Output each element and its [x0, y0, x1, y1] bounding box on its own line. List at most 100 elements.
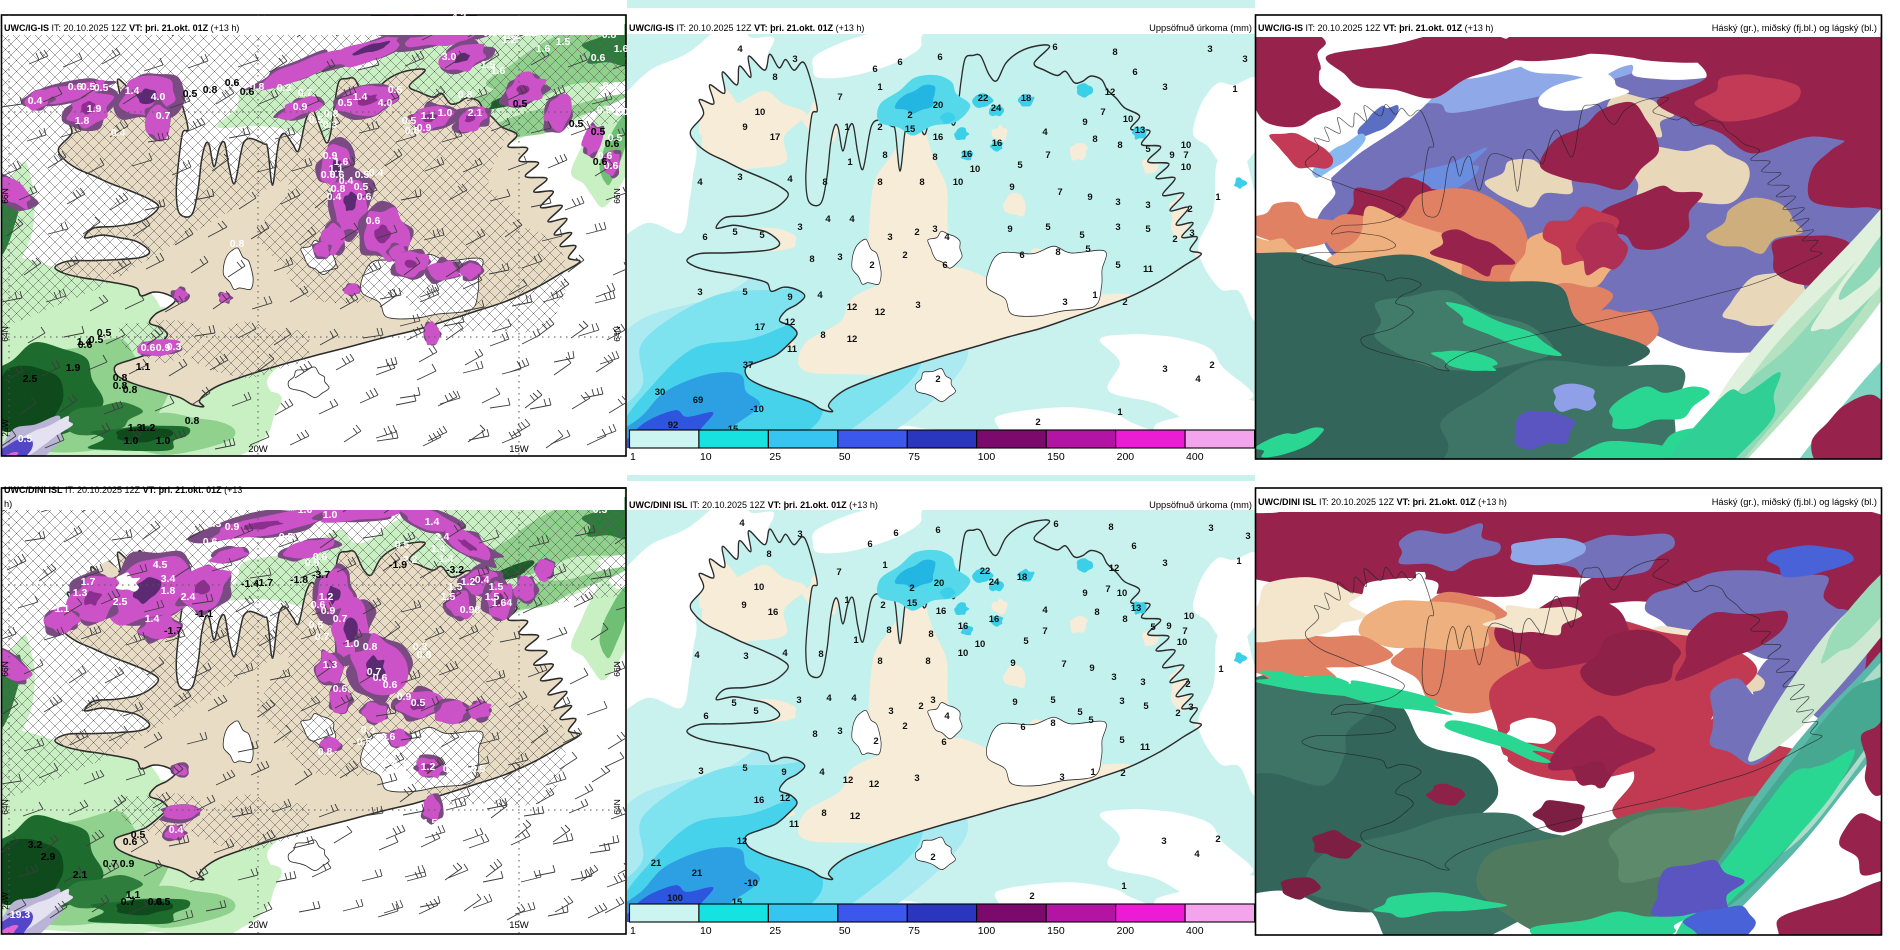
- svg-text:1.7: 1.7: [81, 576, 96, 588]
- svg-text:1.6: 1.6: [614, 43, 629, 55]
- svg-text:2: 2: [1172, 234, 1177, 245]
- svg-text:5: 5: [742, 763, 748, 774]
- svg-text:0.9: 0.9: [321, 605, 336, 617]
- svg-text:12: 12: [1109, 563, 1120, 574]
- svg-text:37: 37: [743, 360, 754, 371]
- svg-text:3: 3: [932, 224, 937, 235]
- svg-text:20: 20: [933, 100, 944, 111]
- svg-text:9: 9: [741, 600, 746, 611]
- svg-text:0.6: 0.6: [240, 86, 255, 98]
- svg-text:1: 1: [1215, 192, 1221, 203]
- svg-text:0.6: 0.6: [598, 150, 613, 162]
- svg-text:8: 8: [812, 729, 817, 740]
- svg-text:66N: 66N: [612, 661, 622, 677]
- svg-text:19.3: 19.3: [10, 909, 31, 921]
- svg-text:0.5: 0.5: [411, 697, 426, 709]
- svg-text:8: 8: [1112, 47, 1117, 58]
- svg-text:1.64: 1.64: [492, 597, 513, 609]
- svg-text:2.2: 2.2: [403, 554, 418, 566]
- svg-text:9: 9: [1166, 621, 1171, 632]
- svg-text:1.0: 1.0: [614, 106, 629, 118]
- svg-text:9: 9: [1007, 224, 1012, 235]
- svg-text:15W: 15W: [509, 444, 529, 455]
- svg-text:8: 8: [1094, 607, 1099, 618]
- svg-text:0.6: 0.6: [330, 169, 345, 181]
- svg-text:8: 8: [766, 549, 771, 560]
- svg-text:1: 1: [630, 925, 636, 937]
- svg-text:0.8: 0.8: [185, 415, 200, 427]
- svg-text:3: 3: [1059, 772, 1064, 783]
- svg-text:0.6: 0.6: [123, 836, 138, 848]
- svg-text:6: 6: [942, 260, 947, 271]
- svg-text:0.8: 0.8: [113, 372, 128, 384]
- svg-text:12: 12: [843, 775, 854, 786]
- svg-text:6: 6: [897, 57, 902, 68]
- svg-text:UWC/IG-IS IT: 20.10.2025 12Z V: UWC/IG-IS IT: 20.10.2025 12Z VT: þri. 21…: [629, 23, 864, 33]
- svg-text:1: 1: [844, 595, 850, 606]
- svg-text:5: 5: [1023, 636, 1029, 647]
- svg-text:0.5: 0.5: [309, 619, 324, 631]
- svg-text:20W: 20W: [248, 920, 268, 931]
- svg-text:2: 2: [1187, 204, 1192, 215]
- svg-text:1.0: 1.0: [438, 107, 453, 119]
- svg-text:8: 8: [882, 150, 887, 161]
- svg-text:1.1: 1.1: [126, 889, 141, 901]
- svg-text:1.4: 1.4: [431, 543, 446, 555]
- svg-text:1: 1: [1090, 767, 1096, 778]
- svg-text:-3.7: -3.7: [312, 569, 330, 581]
- svg-text:0.7: 0.7: [156, 110, 171, 122]
- svg-text:1.5: 1.5: [481, 59, 496, 71]
- svg-text:1.1: 1.1: [55, 603, 70, 615]
- svg-text:8: 8: [886, 625, 891, 636]
- svg-text:10: 10: [975, 639, 986, 650]
- svg-text:UWC/DINI ISL IT: 20.10.2025 12: UWC/DINI ISL IT: 20.10.2025 12Z VT: þri.…: [4, 485, 242, 495]
- svg-text:0.6: 0.6: [357, 191, 372, 203]
- svg-text:1.3: 1.3: [323, 659, 338, 671]
- svg-text:1.0: 1.0: [345, 638, 360, 650]
- svg-text:0.6: 0.6: [78, 339, 93, 351]
- svg-text:30: 30: [655, 387, 666, 398]
- svg-text:3: 3: [1188, 702, 1193, 713]
- svg-text:0.7: 0.7: [103, 858, 118, 870]
- svg-text:2: 2: [935, 374, 940, 385]
- svg-text:6: 6: [1020, 722, 1025, 733]
- svg-text:0.5: 0.5: [355, 169, 370, 181]
- svg-text:66N: 66N: [0, 188, 10, 204]
- svg-text:2: 2: [869, 260, 874, 271]
- svg-text:9: 9: [787, 292, 792, 303]
- svg-text:12: 12: [847, 302, 858, 313]
- svg-text:6: 6: [1132, 67, 1137, 78]
- svg-text:Háský (gr.), miðský (fj.bl.) o: Háský (gr.), miðský (fj.bl.) og lágský (…: [1712, 23, 1877, 33]
- svg-text:4: 4: [944, 232, 950, 243]
- svg-text:3.4: 3.4: [161, 573, 176, 585]
- svg-text:8: 8: [1117, 140, 1122, 151]
- svg-text:8: 8: [932, 152, 937, 163]
- svg-text:9: 9: [781, 767, 786, 778]
- svg-text:1: 1: [877, 82, 883, 93]
- svg-text:7: 7: [837, 92, 842, 103]
- svg-text:2: 2: [1175, 708, 1180, 719]
- svg-text:3: 3: [930, 695, 935, 706]
- svg-text:3: 3: [743, 651, 748, 662]
- svg-text:5: 5: [1017, 160, 1023, 171]
- svg-text:3: 3: [797, 529, 802, 540]
- svg-text:3: 3: [837, 252, 842, 263]
- svg-text:16: 16: [754, 795, 765, 806]
- svg-text:400: 400: [1186, 451, 1204, 463]
- svg-text:0.5: 0.5: [97, 327, 112, 339]
- svg-text:21: 21: [692, 868, 703, 879]
- svg-text:9: 9: [1082, 117, 1087, 128]
- svg-text:7: 7: [1100, 107, 1105, 118]
- svg-text:1.5: 1.5: [441, 591, 456, 603]
- svg-text:1: 1: [1218, 664, 1224, 675]
- svg-text:9: 9: [1169, 150, 1174, 161]
- svg-text:6: 6: [1019, 250, 1024, 261]
- svg-text:9: 9: [1009, 182, 1014, 193]
- svg-text:0.8: 0.8: [458, 89, 473, 101]
- svg-text:1.4: 1.4: [439, 553, 454, 565]
- svg-text:150: 150: [1047, 451, 1065, 463]
- svg-text:0.98: 0.98: [460, 604, 481, 616]
- svg-text:2.9: 2.9: [41, 851, 56, 863]
- svg-text:7: 7: [1045, 150, 1050, 161]
- svg-text:24: 24: [989, 577, 1000, 588]
